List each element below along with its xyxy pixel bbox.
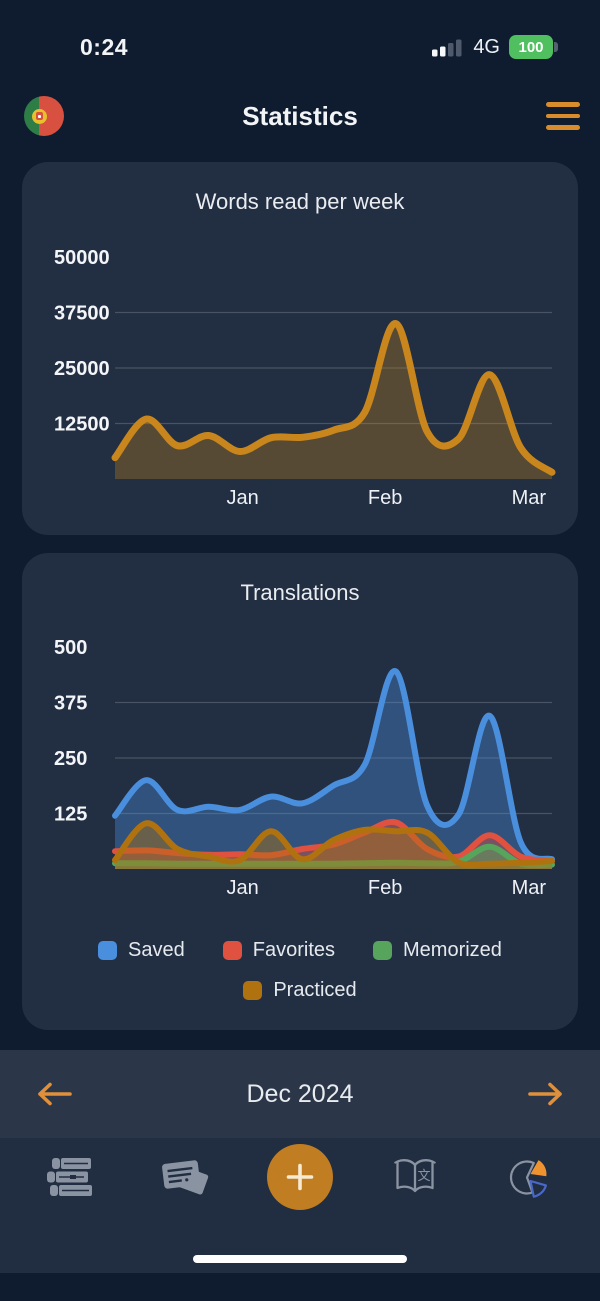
plus-icon: [286, 1163, 314, 1191]
page-title: Statistics: [242, 100, 358, 131]
legend-swatch-memorized: [373, 940, 393, 960]
tab-flashcards[interactable]: [137, 1153, 233, 1201]
svg-text:Jan: Jan: [226, 487, 258, 509]
portugal-flag-icon[interactable]: [24, 96, 64, 136]
battery-nub: [554, 42, 558, 52]
words-read-chart: 50000 37500 25000 12500 Jan Feb Mar: [54, 247, 556, 509]
pie-chart-icon: [510, 1160, 548, 1198]
battery-level: 100: [509, 35, 553, 59]
svg-text:Mar: Mar: [512, 487, 547, 509]
legend-item-saved: Saved: [98, 939, 185, 962]
chart-legend: Saved Favorites Memorized Practiced: [22, 937, 578, 1003]
hamburger-menu-icon[interactable]: [546, 98, 580, 134]
svg-text:250: 250: [54, 748, 87, 770]
legend-item-practiced: Practiced: [243, 979, 357, 1002]
add-button[interactable]: [252, 1144, 348, 1210]
svg-text:Feb: Feb: [368, 877, 402, 899]
tab-statistics[interactable]: [482, 1153, 578, 1201]
next-month-button[interactable]: [524, 1078, 566, 1110]
open-book-translate-icon: 文: [394, 1159, 437, 1193]
legend-swatch-favorites: [222, 940, 242, 960]
svg-text:25000: 25000: [54, 358, 110, 380]
translations-chart: 500 375 250 125 Jan Feb Mar: [54, 637, 555, 899]
svg-text:Mar: Mar: [512, 877, 547, 899]
svg-text:Jan: Jan: [226, 877, 258, 899]
books-icon: [46, 1158, 92, 1196]
svg-text:Feb: Feb: [368, 487, 402, 509]
tab-bar: 文: [0, 1138, 600, 1273]
tab-library[interactable]: [22, 1154, 118, 1200]
svg-text:50000: 50000: [54, 247, 110, 269]
network-type: 4G: [473, 35, 500, 58]
prev-month-button[interactable]: [34, 1078, 76, 1110]
words-read-card: Words read per week 50000 37500 25000 12500…: [22, 162, 578, 535]
legend-item-memorized: Memorized: [373, 939, 502, 962]
clock: 0:24: [80, 33, 129, 60]
chart-title-words: Words read per week: [195, 189, 405, 214]
flashcards-icon: [161, 1160, 210, 1197]
current-month-label: Dec 2024: [246, 1079, 354, 1108]
battery-indicator: 100: [509, 35, 558, 59]
status-bar: 0:24 4G 100: [0, 0, 600, 68]
legend-item-favorites: Favorites: [222, 939, 335, 962]
legend-swatch-saved: [98, 940, 118, 960]
arrow-right-icon: [528, 1082, 562, 1106]
month-navigation: Dec 2024: [0, 1050, 600, 1138]
svg-text:文: 文: [418, 1169, 431, 1184]
header: Statistics: [0, 90, 600, 142]
flag-emblem: [32, 108, 47, 124]
home-indicator: [193, 1255, 407, 1263]
signal-bars-icon: [432, 39, 462, 57]
tab-reader[interactable]: 文: [367, 1154, 463, 1200]
svg-text:375: 375: [54, 693, 87, 715]
legend-swatch-practiced: [243, 980, 263, 1000]
svg-text:37500: 37500: [54, 303, 110, 325]
arrow-left-icon: [38, 1082, 72, 1106]
chart-title-translations: Translations: [240, 580, 360, 605]
svg-text:500: 500: [54, 637, 87, 659]
translations-card: Translations 500 375 250 125 Jan Feb Mar Saved…: [22, 553, 578, 1030]
svg-text:12500: 12500: [54, 414, 110, 436]
svg-text:125: 125: [54, 804, 87, 826]
